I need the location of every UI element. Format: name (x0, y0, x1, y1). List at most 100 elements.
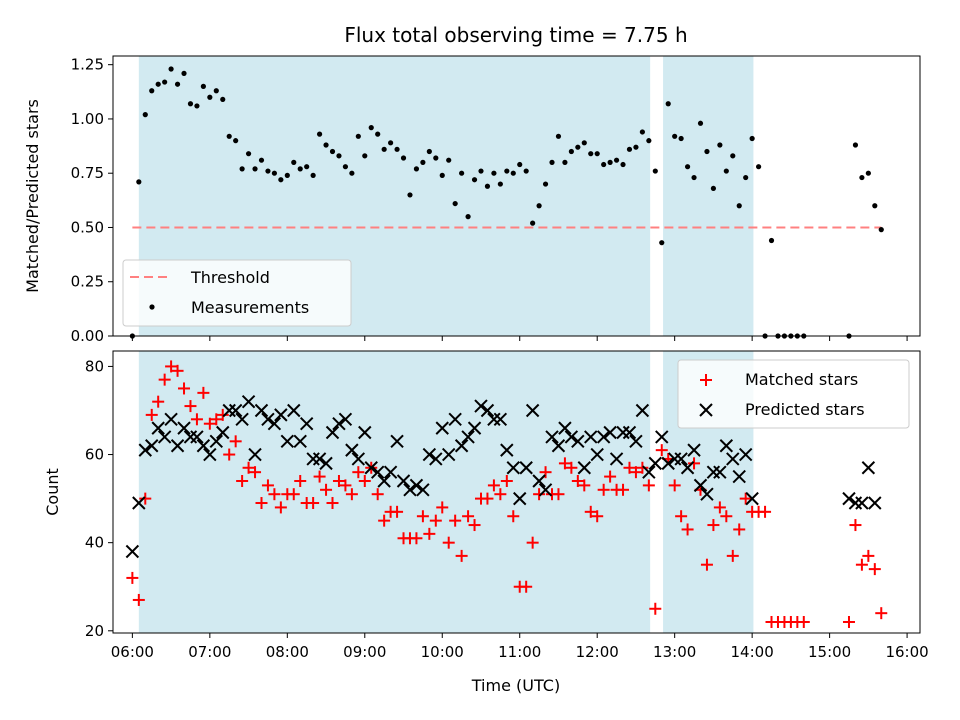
predicted-star-point (183, 430, 198, 444)
predicted-star-point (532, 474, 546, 488)
top-y-tick-label: 1.25 (71, 56, 104, 74)
measurement-point (646, 138, 652, 144)
predicted-star-point (261, 412, 275, 427)
matched-star-point (436, 501, 449, 514)
predicted-star-point (274, 408, 288, 422)
predicted-star-point (203, 447, 217, 462)
matched-star-point (261, 479, 274, 492)
predicted-star-point (383, 465, 398, 479)
matched-star-point (681, 523, 694, 536)
bottom-y-tick-label: 60 (85, 446, 104, 464)
measurement-point (213, 88, 219, 94)
measurement-point (426, 148, 432, 155)
predicted-star-point (157, 430, 172, 444)
predicted-star-point (461, 430, 475, 444)
matched-star-point (500, 474, 513, 487)
measurement-point (420, 159, 426, 165)
predicted-star-point (248, 447, 262, 462)
measurement-point (181, 70, 187, 76)
top-legend-box (122, 259, 352, 327)
measurement-point (542, 181, 549, 187)
measurement-point (704, 148, 710, 155)
measurement-point (491, 170, 497, 176)
legend-predicted-label: Predicted stars (745, 400, 865, 419)
x-tick-label: 06:00 (111, 643, 154, 661)
matched-star-point (707, 519, 720, 532)
measurement-point (278, 177, 284, 183)
matched-star-point (345, 488, 358, 501)
predicted-star-point (442, 447, 456, 462)
predicted-star-point (603, 425, 617, 440)
predicted-star-point (170, 439, 185, 453)
measurement-point (168, 66, 174, 72)
matched-star-point (855, 558, 868, 571)
matched-star-point (726, 549, 739, 562)
measurement-point (174, 81, 181, 87)
chart-title: Flux total observing time = 7.75 h (344, 23, 687, 47)
measurement-point (743, 174, 749, 181)
predicted-star-point (228, 403, 243, 418)
matched-star-point (875, 607, 888, 620)
predicted-star-point (667, 452, 682, 466)
measurement-point (433, 155, 439, 161)
predicted-star-point (287, 403, 301, 418)
measurement-point (555, 133, 562, 139)
matched-star-point (255, 497, 268, 510)
measurement-point (523, 168, 529, 174)
matched-star-point (571, 474, 584, 487)
measurement-point (736, 203, 742, 209)
matched-star-point (223, 448, 236, 461)
predicted-star-point (299, 416, 314, 431)
measurement-point (388, 140, 394, 146)
predicted-star-point (409, 478, 424, 493)
legend-threshold-label: Threshold (190, 268, 270, 287)
predicted-star-point (706, 465, 721, 479)
measurement-point (291, 159, 297, 165)
predicted-star-point (571, 434, 585, 449)
predicted-star-point (674, 452, 688, 466)
bottom-y-axis-label: Count (43, 468, 62, 516)
top-shaded-interval-1 (663, 56, 754, 336)
measurement-points (129, 66, 884, 339)
measurement-point (239, 166, 245, 172)
measurement-point (465, 214, 471, 220)
predicted-star-point (241, 394, 256, 409)
predicted-star-point (616, 425, 630, 440)
measurement-point (620, 161, 626, 168)
measurement-point (149, 88, 155, 94)
measurement-point (626, 146, 633, 152)
measurement-point (872, 203, 878, 209)
legend-measurement-swatch (149, 304, 155, 310)
predicted-star-point (609, 452, 624, 466)
predicted-star-point (312, 452, 327, 466)
measurement-point (245, 151, 252, 157)
measurement-point (342, 164, 349, 170)
measurement-point (652, 168, 658, 174)
x-tick-label: 08:00 (266, 643, 309, 661)
matched-star-point (449, 514, 462, 527)
measurement-point (562, 159, 568, 165)
top-y-tick-label: 0.25 (71, 273, 104, 291)
matched-star-point (468, 519, 481, 532)
predicted-star-point (222, 403, 236, 418)
top-axes-frame (112, 55, 921, 337)
measurement-point (497, 181, 503, 187)
predicted-star-point (448, 412, 462, 427)
predicted-star-point (842, 491, 856, 506)
predicted-star-point (351, 452, 366, 466)
matched-star-point (203, 417, 216, 430)
matched-star-point (242, 461, 255, 474)
predicted-star-point (577, 461, 591, 475)
measurement-point (601, 161, 607, 168)
predicted-star-point (190, 430, 204, 444)
predicted-star-point (558, 421, 572, 435)
predicted-star-point (719, 439, 734, 453)
predicted-star-point (332, 416, 346, 431)
predicted-star-point (513, 491, 527, 506)
matched-star-point (313, 470, 326, 483)
matched-star-point (391, 505, 404, 518)
measurement-point (381, 146, 387, 152)
measurement-point (568, 148, 574, 155)
x-tick-label: 09:00 (343, 643, 386, 661)
